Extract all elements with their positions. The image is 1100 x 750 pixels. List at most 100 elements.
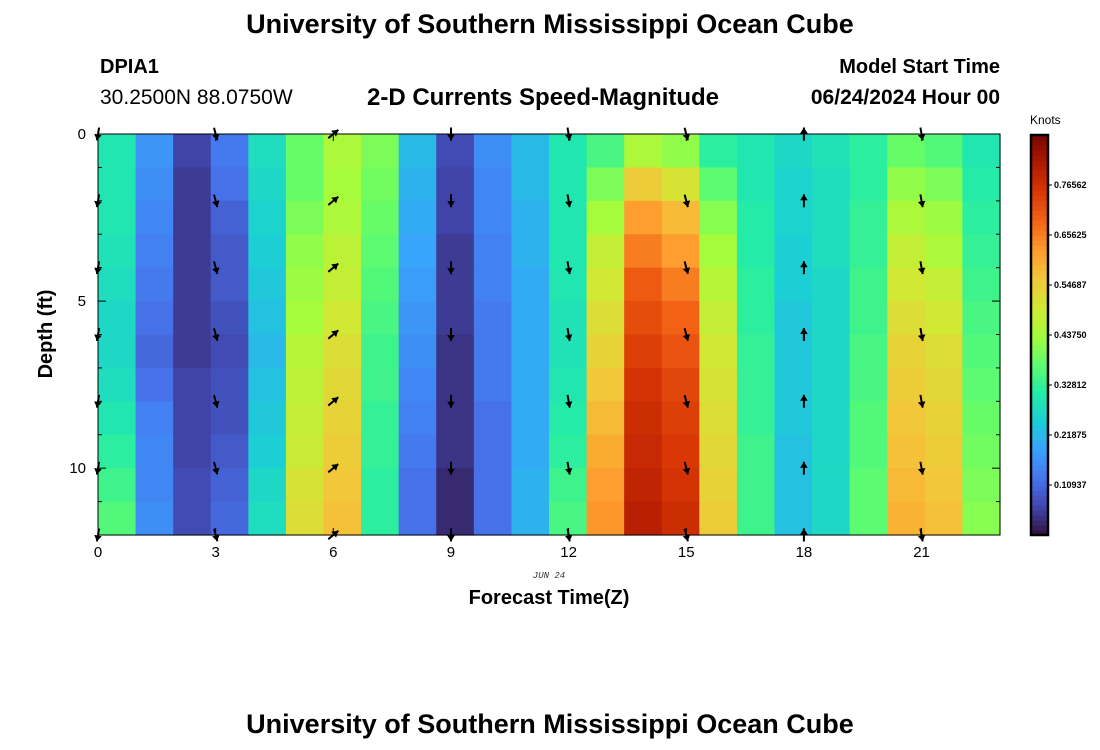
heatmap-cell [774, 501, 813, 536]
heatmap-cell [398, 401, 437, 436]
heatmap-cell [323, 200, 362, 235]
heatmap-cell [549, 134, 588, 169]
heatmap-cell [661, 401, 700, 436]
heatmap-cell [849, 334, 888, 369]
colorbar-segment [1031, 420, 1048, 426]
colorbar-tick-label: 0.10937 [1054, 480, 1087, 490]
x-tick-label: 15 [678, 544, 695, 561]
heatmap-cell [624, 301, 663, 336]
colorbar-segment [1031, 430, 1048, 436]
heatmap-cell [586, 501, 625, 536]
heatmap-cell [173, 334, 212, 369]
heatmap-cell [586, 234, 625, 269]
heatmap-cell [774, 200, 813, 235]
heatmap-cell [398, 200, 437, 235]
heatmap-cell [210, 501, 249, 536]
heatmap-cell [887, 401, 926, 436]
heatmap-cell [586, 167, 625, 202]
colorbar-segment [1031, 410, 1048, 416]
station-id: DPIA1 [100, 56, 159, 78]
colorbar-segment [1031, 385, 1048, 391]
heatmap-cell [323, 134, 362, 169]
heatmap-cell [248, 267, 287, 302]
heatmap-cell [436, 401, 475, 436]
current-vector-arrow [682, 194, 691, 208]
heatmap-cell [398, 501, 437, 536]
heatmap-cell [736, 468, 776, 503]
colorbar-segment [1031, 460, 1048, 466]
heatmap-cell [849, 401, 888, 436]
colorbar-segment [1031, 415, 1048, 421]
current-vector-arrow [800, 461, 808, 475]
colorbar-segment [1031, 295, 1048, 301]
model-start-value: 06/24/2024 Hour 00 [810, 86, 1000, 109]
heatmap-cell [812, 200, 851, 235]
heatmap-cell [323, 468, 362, 503]
heatmap-cell [511, 468, 550, 503]
heatmap-cell [812, 401, 851, 436]
colorbar-segment [1031, 505, 1048, 511]
heatmap-cell [473, 401, 513, 436]
colorbar-segment [1031, 185, 1048, 191]
heatmap-cell [173, 367, 212, 402]
colorbar-segment [1031, 530, 1048, 536]
heatmap-cell [323, 367, 362, 402]
heatmap-cell [173, 501, 212, 536]
heatmap-cell [736, 301, 776, 336]
heatmap-cell [285, 200, 325, 235]
heatmap-cell [173, 468, 212, 503]
heatmap-cell [624, 367, 663, 402]
heatmap-cell [549, 334, 588, 369]
heatmap-cell [849, 134, 888, 169]
current-vector-arrow [327, 195, 339, 206]
heatmap-cell [849, 301, 888, 336]
heatmap-cell [887, 468, 926, 503]
heatmap-cell [549, 200, 588, 235]
heatmap-cell [736, 434, 776, 469]
heatmap-cell [774, 367, 813, 402]
colorbar-segment [1031, 425, 1048, 431]
heatmap-cell [135, 167, 174, 202]
heatmap-cell [511, 301, 550, 336]
heatmap-cell [285, 468, 325, 503]
heatmap-cell [849, 434, 888, 469]
colorbar-segment [1031, 435, 1048, 441]
colorbar-segment [1031, 245, 1048, 251]
colorbar-segment [1031, 335, 1048, 341]
heatmap-cell [699, 367, 738, 402]
heatmap-cell [323, 334, 362, 369]
heatmap-cell [135, 200, 174, 235]
heatmap-cell [511, 167, 550, 202]
colorbar-segment [1031, 520, 1048, 526]
heatmap-cell [624, 234, 663, 269]
x-tick-label: 18 [796, 544, 813, 561]
heatmap-cell [661, 334, 700, 369]
heatmap-cell [774, 468, 813, 503]
heatmap-cell [248, 468, 287, 503]
heatmap-cell [624, 167, 663, 202]
colorbar-tick-label: 0.54687 [1054, 280, 1087, 290]
heatmap-cell [774, 167, 813, 202]
heatmap-cell [924, 501, 964, 536]
current-vector-arrow [917, 327, 926, 342]
colorbar-tick-label: 0.43750 [1054, 330, 1087, 340]
heatmap-cell [586, 401, 625, 436]
colorbar-segment [1031, 355, 1048, 361]
colorbar-segment [1031, 400, 1048, 406]
x-tick-label: 21 [913, 544, 930, 561]
colorbar-segment [1031, 190, 1048, 196]
heatmap-cell [624, 401, 663, 436]
heatmap-cell [473, 200, 513, 235]
heatmap-cell [586, 200, 625, 235]
heatmap-cell [699, 301, 738, 336]
colorbar-segment [1031, 500, 1048, 506]
heatmap-cell [511, 501, 550, 536]
colorbar-segment [1031, 240, 1048, 246]
heatmap-cell [473, 267, 513, 302]
heatmap-cell [436, 501, 475, 536]
heatmap-cell [511, 200, 550, 235]
heatmap-cell [398, 367, 437, 402]
heatmap-cell [774, 234, 813, 269]
current-vector-arrow [327, 463, 339, 474]
current-vector-arrow [917, 461, 926, 475]
